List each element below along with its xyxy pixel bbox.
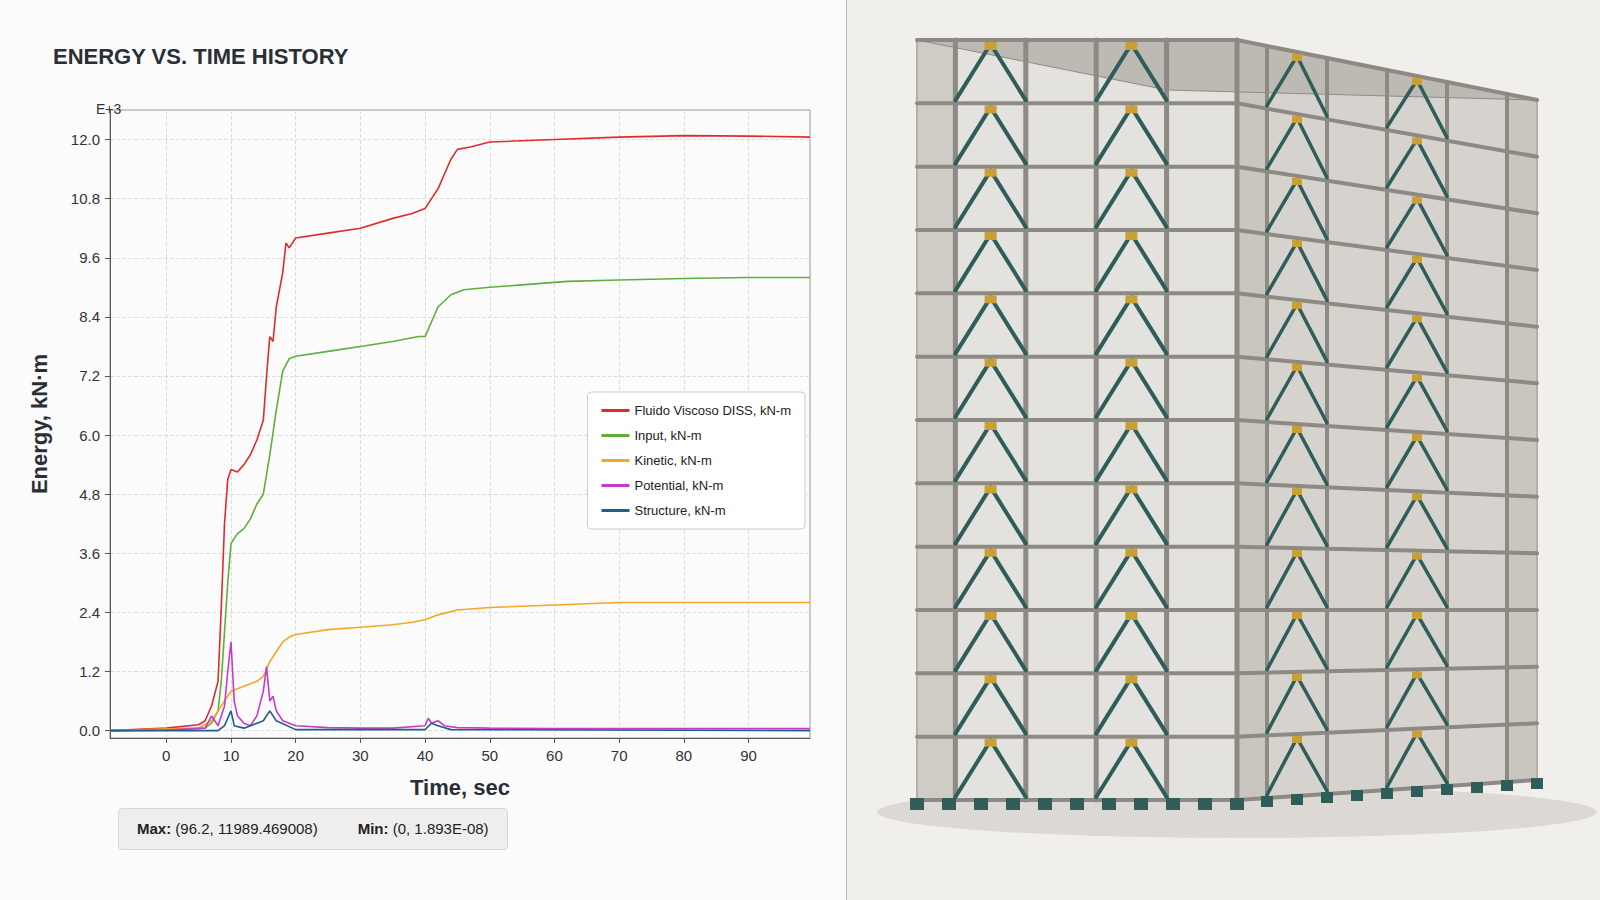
svg-text:E+3: E+3 [96, 101, 122, 117]
svg-text:30: 30 [352, 747, 369, 764]
svg-text:3.6: 3.6 [79, 545, 100, 562]
svg-text:50: 50 [481, 747, 498, 764]
svg-text:Structure, kN-m: Structure, kN-m [634, 503, 725, 518]
svg-text:40: 40 [417, 747, 434, 764]
svg-text:Kinetic, kN-m: Kinetic, kN-m [634, 453, 711, 468]
svg-text:12.0: 12.0 [71, 131, 100, 148]
html-text:Min: (0, 1.893E-08): Min: (0, 1.893E-08) [357, 820, 489, 837]
svg-text:0: 0 [162, 747, 170, 764]
svg-text:ENERGY VS. TIME HISTORY: ENERGY VS. TIME HISTORY [53, 44, 349, 69]
svg-text:Input, kN-m: Input, kN-m [634, 428, 701, 443]
svg-text:Time, sec: Time, sec [410, 775, 510, 800]
svg-text:9.6: 9.6 [79, 249, 100, 266]
svg-text:Fluido Viscoso DISS, kN-m: Fluido Viscoso DISS, kN-m [634, 403, 791, 418]
svg-text:60: 60 [546, 747, 563, 764]
svg-text:8.4: 8.4 [79, 308, 100, 325]
svg-text:4.8: 4.8 [79, 486, 100, 503]
svg-text:1.2: 1.2 [79, 663, 100, 680]
svg-text:Potential, kN-m: Potential, kN-m [634, 478, 723, 493]
svg-text:70: 70 [611, 747, 628, 764]
svg-text:20: 20 [287, 747, 304, 764]
svg-text:7.2: 7.2 [79, 367, 100, 384]
svg-text:Energy, kN·m: Energy, kN·m [27, 354, 52, 494]
svg-text:2.4: 2.4 [79, 604, 100, 621]
svg-text:6.0: 6.0 [79, 427, 100, 444]
svg-text:10: 10 [223, 747, 240, 764]
html-text:Max: (96.2, 11989.469008): Max: (96.2, 11989.469008) [137, 820, 318, 837]
svg-text:90: 90 [740, 747, 757, 764]
svg-text:80: 80 [676, 747, 693, 764]
svg-text:0.0: 0.0 [79, 722, 100, 739]
svg-text:10.8: 10.8 [71, 190, 100, 207]
